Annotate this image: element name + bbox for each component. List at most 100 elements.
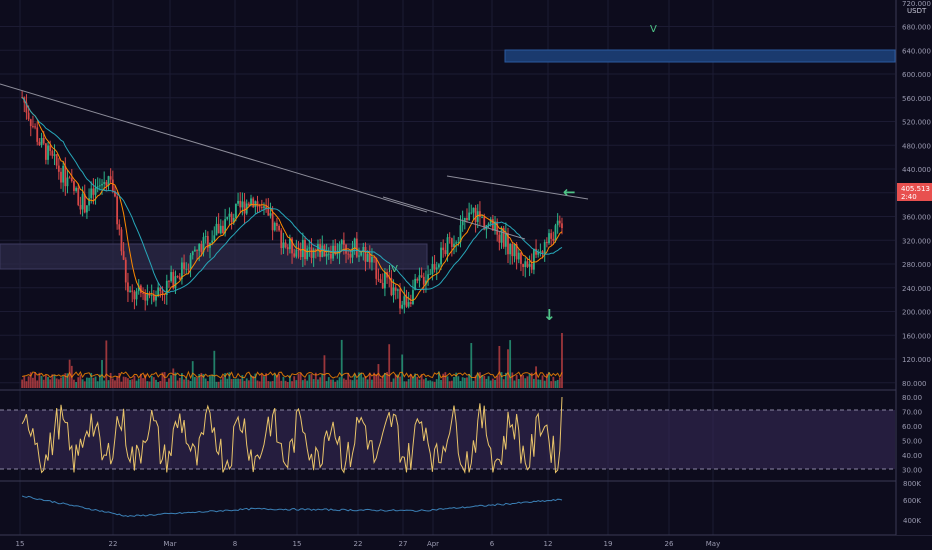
volume-bar	[476, 372, 479, 388]
candle-body	[522, 263, 525, 268]
candle-body	[157, 287, 160, 297]
candle-body	[79, 204, 82, 210]
volume-bar	[425, 377, 427, 388]
price-axis[interactable]: 720.000 USDT 680.000 640.000 600.000 560.00…	[895, 0, 932, 535]
candle-body	[321, 245, 324, 257]
volume-bar	[204, 378, 207, 388]
candle-body	[265, 206, 268, 209]
wave-v-label: V	[650, 24, 657, 35]
candle-body	[515, 244, 518, 260]
candle-body	[25, 102, 28, 113]
volume-bar	[32, 377, 34, 388]
candle-body	[401, 304, 404, 309]
volume-bar	[211, 374, 214, 388]
descending-trendline[interactable]	[0, 83, 428, 213]
target-zone[interactable]	[504, 49, 896, 63]
volume-bar	[412, 377, 414, 388]
candle-body	[414, 278, 417, 291]
time-tick-label: Apr	[427, 540, 439, 548]
volume-bars	[21, 333, 563, 388]
candle-body	[392, 287, 395, 296]
volume-bar	[537, 379, 540, 388]
volume-bar	[94, 376, 97, 388]
volume-bar	[511, 372, 514, 388]
upper-trendline[interactable]	[446, 175, 589, 200]
volume-bar	[459, 380, 462, 388]
candle-body	[299, 250, 302, 258]
candle-body	[146, 293, 149, 301]
volume-bar	[416, 376, 419, 388]
lower-channel-line[interactable]	[382, 196, 526, 240]
candle-body	[139, 285, 142, 294]
volume-bar	[202, 374, 205, 388]
volume-bar	[245, 378, 248, 388]
candle-body	[204, 236, 207, 238]
candle-body	[554, 225, 557, 241]
volume-bar	[77, 377, 80, 388]
volume-bar	[548, 372, 550, 388]
candle-body	[403, 296, 406, 305]
candle-body	[463, 217, 466, 222]
price-tick-label: 160.000	[902, 332, 931, 340]
candle-body	[34, 126, 36, 128]
volume-bar	[181, 373, 183, 388]
volume-bar	[256, 380, 259, 388]
candle-body	[310, 247, 313, 258]
volume-bar	[379, 378, 382, 388]
volume-bar	[301, 380, 304, 388]
volume-bar	[394, 374, 397, 388]
volume-bar	[388, 344, 391, 388]
candle-body	[295, 249, 298, 257]
candle-body	[535, 248, 537, 255]
volume-bar	[349, 379, 352, 388]
candle-body	[444, 250, 447, 255]
volume-bar	[273, 373, 276, 388]
candle-body	[524, 261, 527, 268]
volume-bar	[252, 376, 255, 388]
volume-bar	[133, 375, 136, 388]
time-tick-label: 19	[604, 540, 613, 548]
volume-bar	[53, 374, 56, 388]
candle-body	[152, 295, 155, 301]
candle-body	[472, 207, 475, 213]
candle-body	[57, 165, 60, 172]
volume-bar	[545, 373, 548, 388]
candle-body	[481, 216, 483, 218]
candle-body	[496, 221, 499, 235]
candle-body	[375, 257, 378, 279]
candle-body	[371, 256, 373, 263]
volume-bar	[107, 380, 110, 388]
volume-bar	[494, 379, 496, 388]
volume-bar	[88, 377, 90, 388]
time-tick-label: 15	[16, 540, 25, 548]
volume-bar	[278, 373, 280, 388]
volume-bar	[338, 377, 341, 388]
candle-body	[239, 200, 242, 208]
volume-bar	[500, 372, 503, 388]
volume-bar	[390, 381, 393, 388]
volume-bar	[224, 373, 227, 388]
volume-bar	[38, 372, 41, 388]
candle-body	[306, 248, 309, 260]
volume-bar	[144, 374, 147, 388]
volume-bar	[66, 373, 69, 388]
volume-bar	[282, 376, 285, 388]
volume-bar	[504, 372, 507, 388]
volume-bar	[446, 376, 449, 388]
time-tick-label: 8	[233, 540, 237, 548]
price-tick-label: 280.000	[902, 261, 931, 269]
volume-bar	[137, 378, 140, 388]
candle-body	[556, 220, 559, 226]
candle-body	[548, 233, 550, 244]
volume-bar	[193, 377, 196, 388]
candle-body	[301, 239, 304, 258]
candle-body	[271, 213, 274, 231]
volume-bar	[226, 378, 229, 388]
volume-bar	[314, 372, 317, 388]
volume-bar	[340, 339, 343, 388]
price-axis-currency: USDT	[907, 7, 927, 15]
volume-bar	[170, 375, 173, 388]
time-axis[interactable]: 15 22 Mar 8 15 22 27 Apr 6 12 19 26 May	[16, 540, 721, 548]
candle-body	[258, 206, 261, 208]
